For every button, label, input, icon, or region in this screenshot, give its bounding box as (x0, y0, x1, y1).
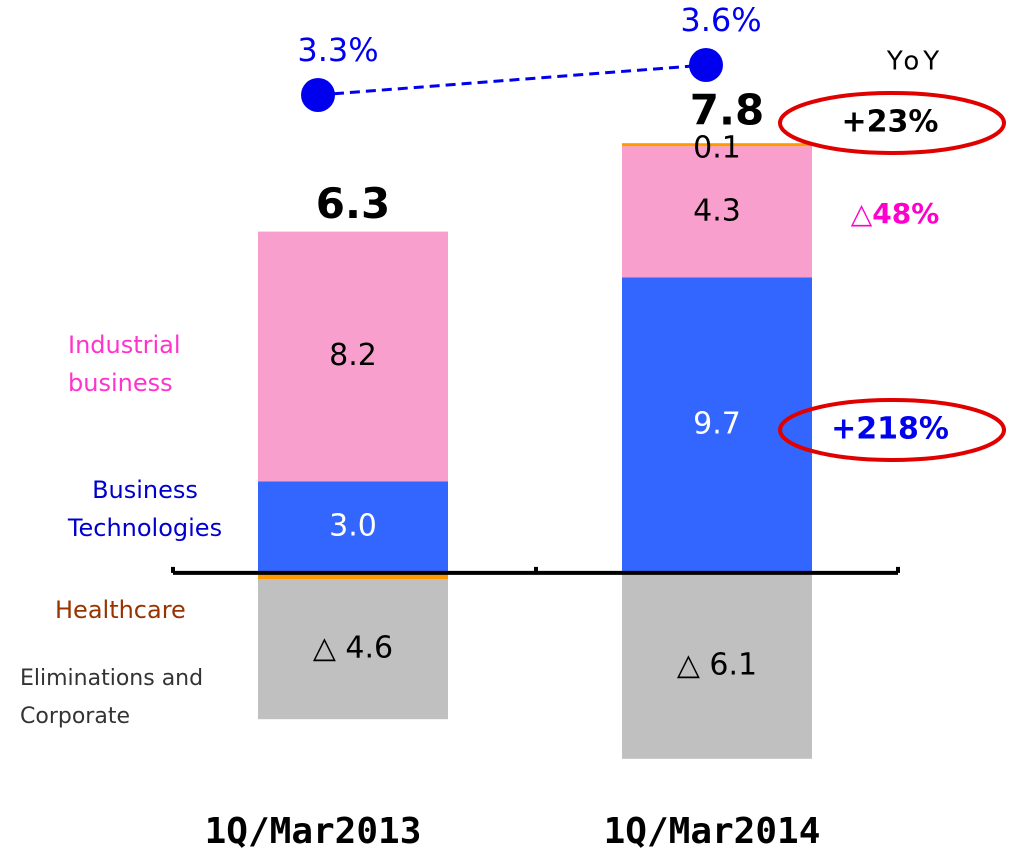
margin-line (317, 63, 707, 97)
series-name: Eliminations and Corporate (20, 666, 204, 729)
margin-label: 3.6% (680, 1, 761, 39)
total-label: 7.8 (690, 86, 764, 135)
bar-segment (622, 572, 812, 759)
x-tick-label: 1Q/Mar2014 (604, 811, 821, 850)
bar-segment (622, 146, 812, 278)
series-name: Business Technologies (67, 476, 223, 542)
value-label: 4.3 (693, 193, 741, 228)
margin-label: 3.3% (297, 31, 378, 69)
series-name: Industrial business (68, 331, 181, 397)
bar-segment (258, 231, 448, 482)
bar-segment (258, 579, 448, 720)
highlight-ellipse (778, 91, 1006, 155)
bar-segment (258, 481, 448, 573)
value-label: 3.0 (329, 509, 377, 544)
series-name: Healthcare (55, 596, 186, 624)
value-label: △ 6.1 (677, 647, 757, 682)
annotation: △48% (851, 197, 940, 230)
highlight-ellipse (778, 398, 1006, 462)
value-label: 0.1 (693, 131, 741, 166)
annotation: +218% (831, 412, 949, 447)
value-label: 8.2 (329, 338, 377, 373)
total-label: 6.3 (316, 179, 390, 228)
margin-point (689, 48, 723, 82)
value-label: 9.7 (693, 407, 741, 442)
bar-segment (258, 572, 448, 579)
margin-point (301, 78, 335, 112)
bar-segment (622, 143, 812, 147)
value-label: △ 4.6 (313, 631, 393, 666)
annotation: +23% (842, 105, 939, 140)
annotation: YoY (886, 47, 943, 77)
x-tick-label: 1Q/Mar2013 (205, 811, 422, 850)
